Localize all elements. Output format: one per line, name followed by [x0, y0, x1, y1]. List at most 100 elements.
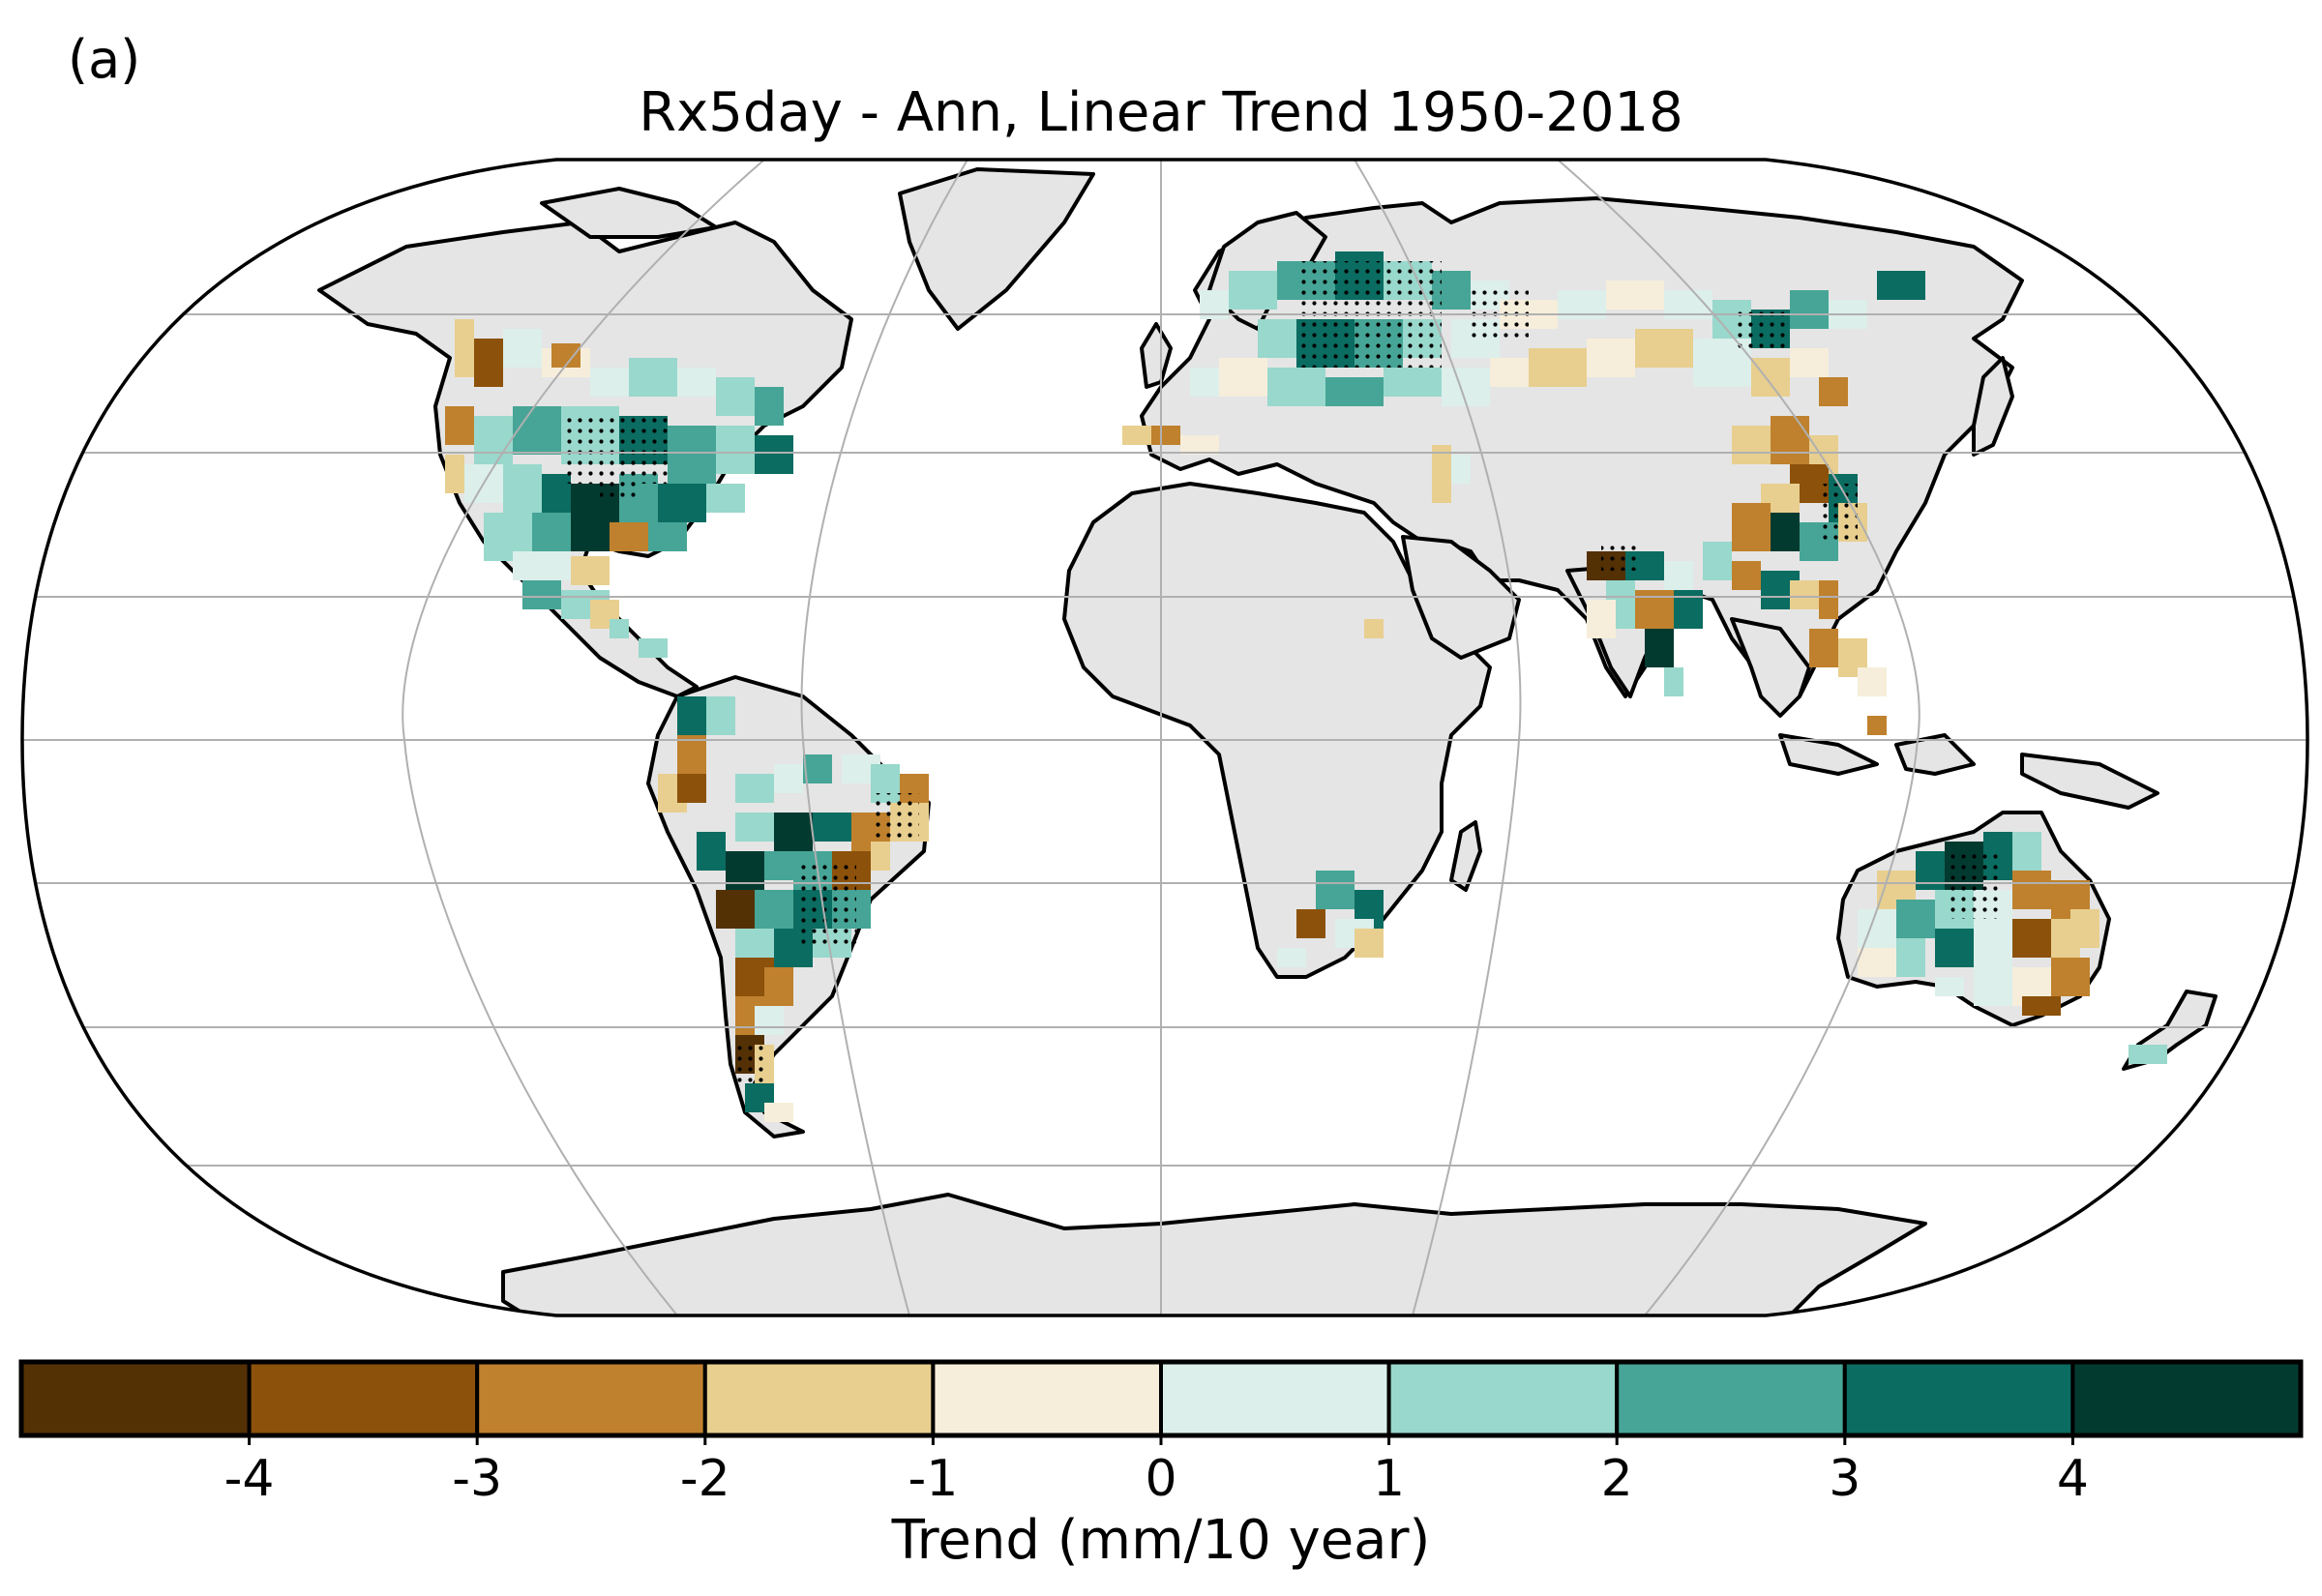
trend-cell	[445, 455, 464, 493]
trend-cell	[1364, 619, 1384, 638]
trend-cell	[716, 890, 755, 929]
colorbar-tick-label: 2	[1601, 1450, 1633, 1508]
southeast-asia	[1730, 617, 1811, 718]
trend-cell	[2012, 832, 2041, 871]
trend-cell	[2012, 871, 2051, 909]
trend-cell	[639, 638, 668, 658]
trend-cell	[755, 890, 793, 929]
trend-cell	[1645, 629, 1674, 667]
trend-cell	[697, 832, 726, 871]
trend-cell	[1819, 377, 1848, 406]
trend-cell	[1732, 426, 1771, 464]
trend-cell	[610, 522, 648, 551]
trend-cell	[1974, 929, 2012, 967]
canadian-islands	[540, 187, 718, 239]
trend-cell	[668, 426, 716, 484]
trend-cell	[755, 435, 793, 474]
antarctica	[501, 1193, 1927, 1315]
trend-cell	[1858, 909, 1896, 948]
trend-cell	[1974, 967, 2012, 1006]
map-title: Rx5day - Ann, Linear Trend 1950-2018	[639, 81, 1683, 144]
trend-cell	[1122, 426, 1151, 445]
trend-cell	[532, 513, 571, 551]
colorbar-bin	[702, 1360, 936, 1437]
colorbar-bin	[931, 1360, 1164, 1437]
trend-cell	[1935, 977, 1964, 996]
graticule	[22, 160, 2307, 1315]
japan	[1972, 356, 2014, 457]
trend-cell	[1703, 542, 1732, 580]
trend-cell	[1606, 281, 1664, 310]
land-masses	[317, 167, 2218, 1315]
trend-cell	[1877, 271, 1925, 300]
greenland	[898, 167, 1095, 331]
trend-cell	[1771, 416, 1809, 464]
trend-cell	[803, 754, 832, 783]
trend-cell	[513, 551, 571, 580]
trend-cell	[648, 522, 687, 551]
trend-cell	[755, 387, 784, 426]
trend-cell	[677, 774, 706, 803]
trend-cell	[610, 619, 629, 638]
trend-cell	[1664, 561, 1693, 590]
trend-cell	[1219, 358, 1267, 397]
trend-cell	[1664, 667, 1683, 696]
colorbar-bin	[19, 1360, 252, 1437]
trend-cell	[764, 967, 793, 1006]
colorbar-tick-label: 4	[2057, 1450, 2089, 1508]
colorbar-tick-label: 3	[1829, 1450, 1861, 1508]
trend-cell	[1896, 900, 1935, 938]
trend-cell	[2022, 996, 2061, 1016]
trend-cell	[1267, 368, 1325, 406]
trend-cell	[1809, 629, 1838, 667]
meridian-60w	[800, 160, 968, 1315]
madagascar	[1449, 820, 1482, 892]
trend-cell	[1790, 290, 1829, 329]
trend-cell	[571, 522, 610, 551]
meridian-120w	[402, 160, 765, 1315]
trend-cell	[445, 406, 474, 445]
trend-cell	[677, 696, 706, 735]
trend-cell	[1277, 948, 1306, 967]
trend-cell	[1732, 503, 1771, 551]
colorbar-label: Trend (mm/10 year)	[891, 1509, 1431, 1572]
colorbar-tick-label: -4	[224, 1450, 275, 1508]
colorbar-bin	[247, 1360, 480, 1437]
trend-cell	[735, 774, 774, 803]
colorbar-tick-label: -1	[908, 1450, 958, 1508]
colorbar-ticks: -4 -3 -2 -1 0 1 2 3 4	[224, 1435, 2089, 1508]
trend-cell	[716, 426, 755, 474]
trend-cell	[2051, 958, 2090, 996]
globe-outline	[20, 158, 2309, 1317]
trend-cell	[1354, 929, 1384, 958]
trend-cell	[2012, 919, 2051, 958]
panel-label: (a)	[68, 29, 141, 90]
trend-cell	[871, 842, 890, 871]
colorbar-bins	[18, 1359, 2304, 1438]
trend-cell	[1935, 929, 1974, 967]
trend-cell	[590, 368, 629, 397]
colorbar-bin	[475, 1360, 707, 1437]
world-map	[20, 158, 2309, 1317]
trend-cell	[774, 813, 813, 851]
meridian-60e	[1354, 160, 1522, 1315]
trend-cell	[735, 813, 774, 842]
trend-cell	[677, 368, 716, 397]
trend-cell	[1896, 938, 1925, 977]
colorbar-tick-label: 1	[1373, 1450, 1405, 1508]
colorbar-bin	[1615, 1360, 1847, 1437]
trend-cell	[1451, 455, 1471, 484]
colorbar-bin	[1842, 1360, 2075, 1437]
trend-cell	[1296, 909, 1325, 938]
trend-cell	[1316, 871, 1354, 909]
colorbar-bin	[1159, 1360, 1391, 1437]
trend-cell	[716, 377, 755, 416]
trend-cell	[813, 813, 851, 842]
trend-cell	[1819, 580, 1838, 619]
great-britain	[1140, 322, 1173, 389]
trend-cell	[1190, 368, 1219, 397]
trend-cell	[1635, 329, 1693, 368]
trend-cell	[571, 556, 610, 585]
trend-cell	[735, 929, 774, 958]
